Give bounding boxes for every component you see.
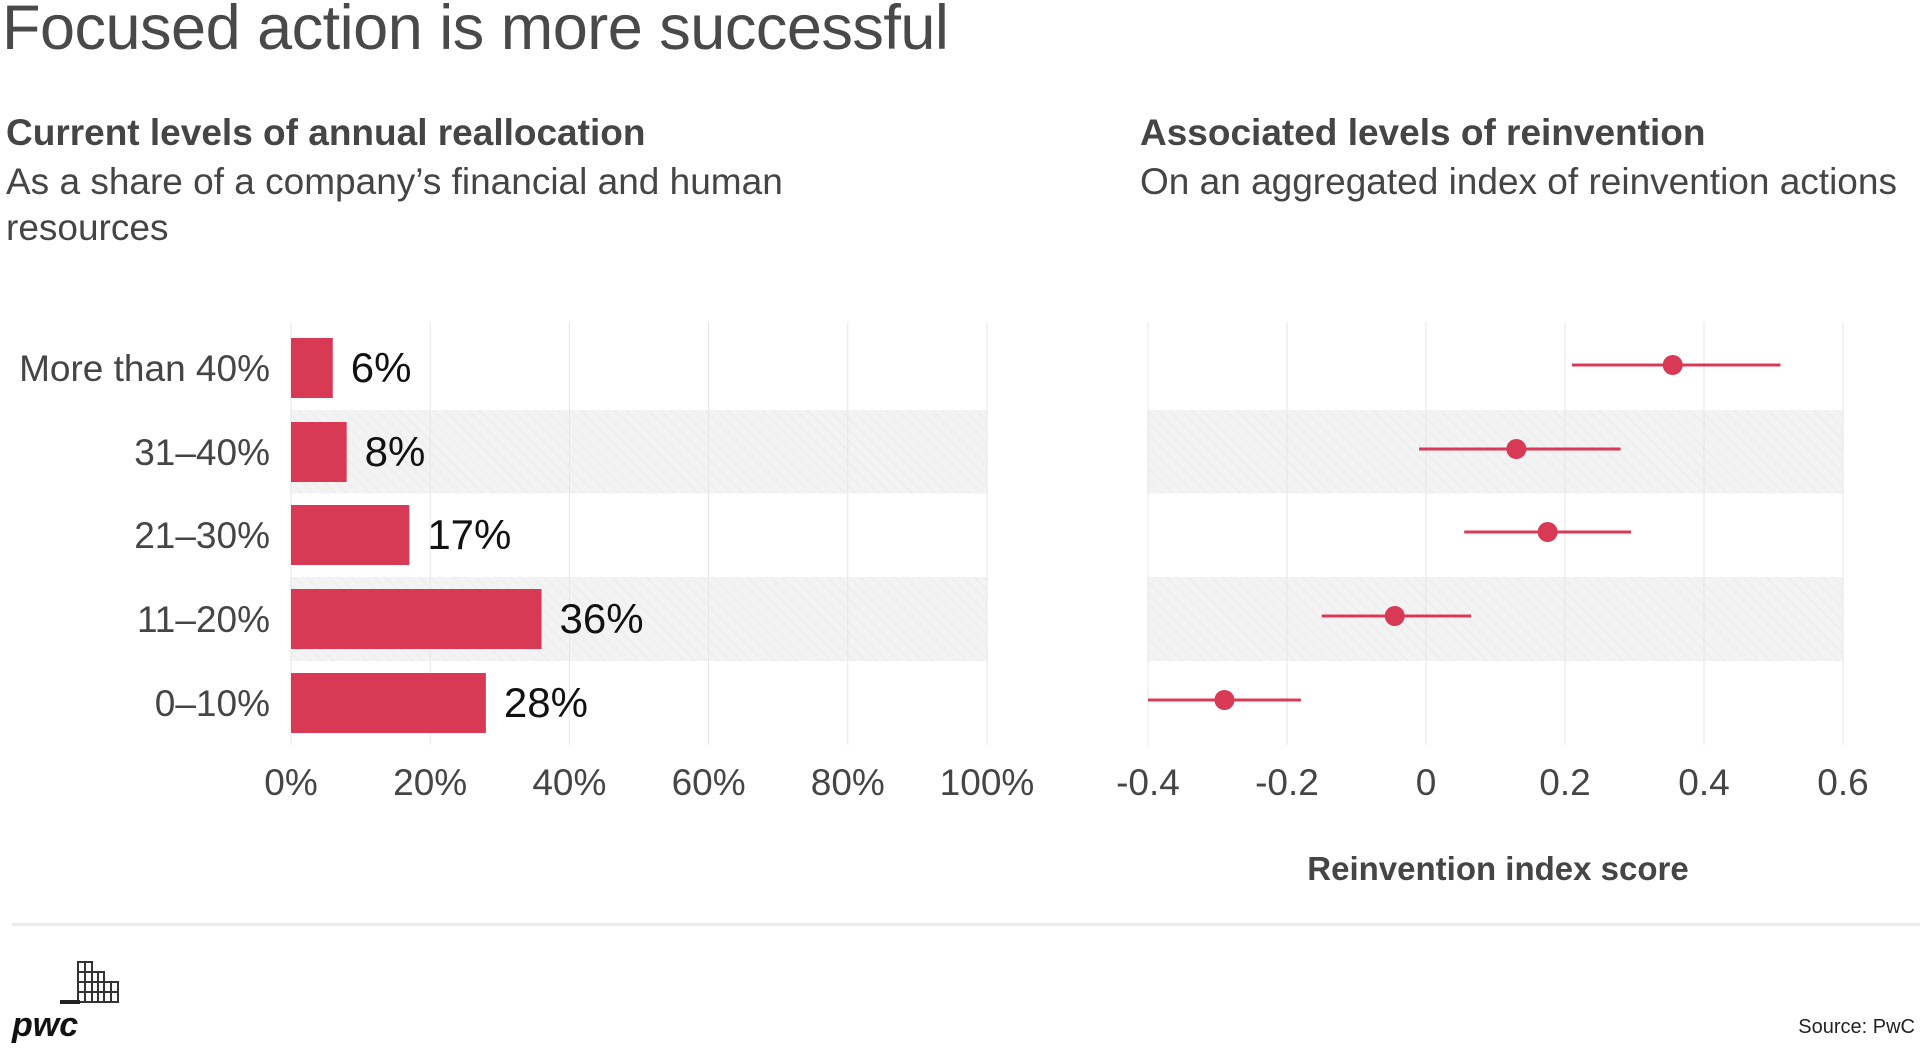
- category-label: 11–20%: [137, 599, 270, 640]
- right-x-tick-label: 0.6: [1817, 762, 1868, 803]
- category-label: More than 40%: [19, 348, 270, 389]
- right-x-tick-label: 0.4: [1678, 762, 1729, 803]
- right-x-tick-label: -0.2: [1255, 762, 1319, 803]
- category-label: 0–10%: [155, 683, 270, 724]
- bar-value-label: 6%: [351, 344, 412, 391]
- bar: [291, 505, 410, 565]
- right-x-tick-label: 0.2: [1539, 762, 1590, 803]
- data-point: [1506, 439, 1527, 459]
- bar: [291, 589, 542, 649]
- right-row-band: [1148, 577, 1843, 661]
- chart-canvas: 0% 20% 40% 60% 80% 100% 6% More than 40% 8% 31–40…: [19, 322, 1869, 887]
- bar-value-label: 36%: [560, 595, 644, 642]
- right-panel-heading: Associated levels of reinvention: [1140, 112, 1706, 153]
- right-x-tick-label: -0.4: [1116, 762, 1180, 803]
- right-x-tick-label: 0: [1416, 762, 1437, 803]
- left-panel-subheading: As a share of a company’s financial and …: [6, 161, 783, 248]
- pwc-logo-text: pwc: [11, 1006, 78, 1044]
- category-label: 21–30%: [134, 515, 270, 556]
- left-x-tick-label: 40%: [532, 762, 606, 803]
- bar-value-label: 17%: [427, 511, 511, 558]
- data-point: [1384, 606, 1405, 626]
- data-point: [1214, 690, 1235, 710]
- left-panel-heading: Current levels of annual reallocation: [6, 112, 646, 153]
- left-x-tick-label: 0%: [264, 762, 317, 803]
- bar: [291, 422, 347, 482]
- source-note: Source: PwC: [1798, 1016, 1915, 1038]
- left-row-band: [291, 410, 987, 494]
- left-x-tick-label: 20%: [393, 762, 467, 803]
- right-row-band: [1148, 410, 1843, 494]
- category-label: 31–40%: [134, 432, 270, 473]
- left-x-tick-label: 100%: [940, 762, 1035, 803]
- bar-value-label: 8%: [365, 428, 426, 475]
- pwc-logo-mark: pwc: [11, 961, 119, 1044]
- bar: [291, 673, 486, 733]
- right-x-axis-label: Reinvention index score: [1307, 850, 1688, 887]
- left-x-tick-label: 80%: [811, 762, 885, 803]
- data-point: [1537, 522, 1558, 542]
- right-panel-subheading: On an aggregated index of reinvention ac…: [1140, 161, 1897, 202]
- chart-title: Focused action is more successful: [2, 0, 949, 63]
- bar: [291, 338, 333, 398]
- left-x-tick-label: 60%: [672, 762, 746, 803]
- bar-value-label: 28%: [504, 679, 588, 726]
- footer-divider: [12, 923, 1920, 926]
- pwc-logo: pwc: [10, 956, 130, 1046]
- data-point: [1662, 355, 1683, 375]
